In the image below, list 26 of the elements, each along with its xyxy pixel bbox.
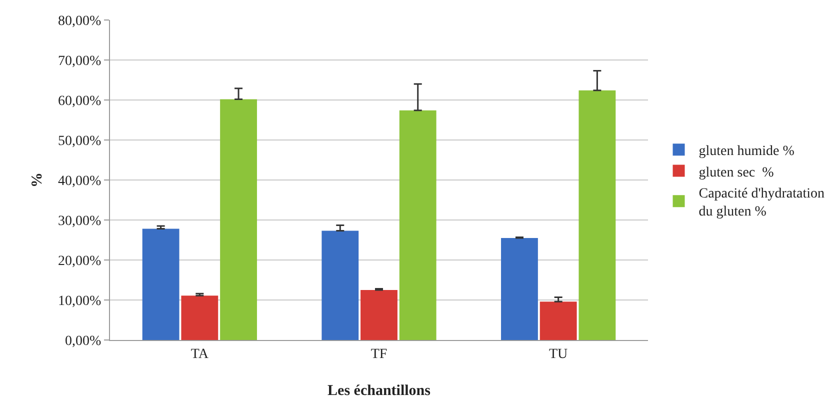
bar <box>322 230 359 340</box>
legend-label: Capacité d'hydratation du gluten % <box>698 186 825 220</box>
bar <box>181 296 218 340</box>
y-tick-label: 10,00% <box>58 294 102 309</box>
y-tick-label: 80,00% <box>58 14 102 29</box>
bar <box>578 90 616 340</box>
legend-label: gluten sec % <box>698 165 774 180</box>
y-tick-label: 20,00% <box>58 254 102 269</box>
x-tick-label: TA <box>190 346 210 362</box>
x-tick-label: TF <box>370 346 388 362</box>
bar <box>540 302 577 340</box>
bar <box>220 99 257 340</box>
bar <box>142 228 180 340</box>
bar <box>360 290 398 340</box>
y-tick-label: 70,00% <box>58 54 102 69</box>
legend-label: gluten humide % <box>698 144 795 160</box>
y-tick-label: 40,00% <box>58 174 102 189</box>
bar <box>399 110 436 340</box>
bar <box>501 238 538 340</box>
x-axis-title: Les échantillons <box>328 383 431 399</box>
y-tick-label: 0,00% <box>65 334 102 349</box>
y-tick-label: 50,00% <box>58 134 102 149</box>
y-tick-label: 30,00% <box>58 214 102 229</box>
x-tick-label: TU <box>548 346 568 362</box>
y-tick-label: 60,00% <box>58 94 102 109</box>
y-axis-title: % <box>29 172 46 188</box>
